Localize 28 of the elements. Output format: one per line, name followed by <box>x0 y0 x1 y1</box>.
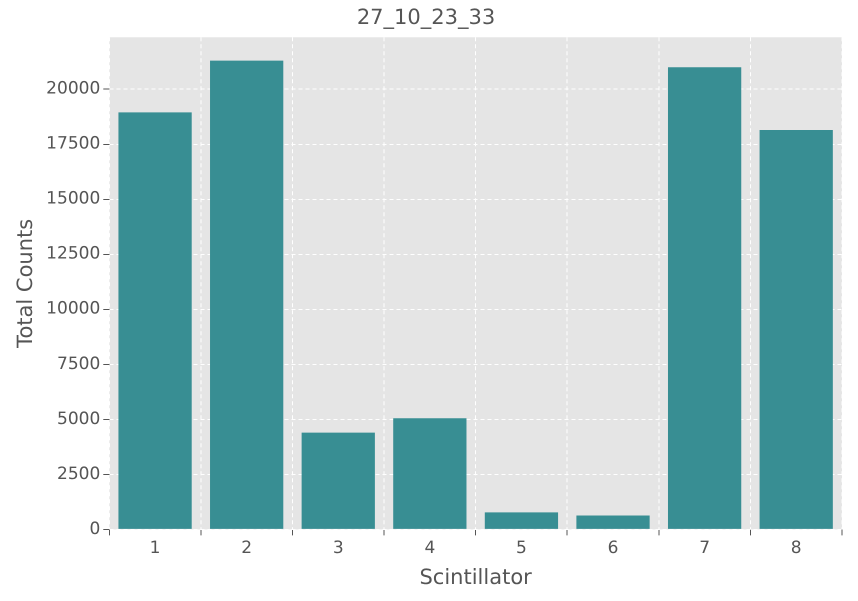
y-tick-label: 10000 <box>46 298 100 319</box>
y-tick-label: 15000 <box>46 188 100 209</box>
bar <box>118 112 192 529</box>
y-tick-label: 12500 <box>46 244 100 264</box>
x-tick-label: 7 <box>699 538 710 558</box>
y-tick-label: 0 <box>89 518 100 539</box>
y-tick-label: 7500 <box>57 354 100 374</box>
chart-title: 27_10_23_33 <box>356 5 496 30</box>
x-tick-label: 6 <box>608 538 618 558</box>
bar <box>668 67 742 529</box>
x-tick-label: 2 <box>241 538 252 558</box>
y-axis-title: Total Counts <box>13 218 38 349</box>
bar <box>210 60 284 529</box>
y-tick-label: 17500 <box>46 134 100 154</box>
bar <box>576 516 650 529</box>
bar <box>760 130 833 529</box>
x-tick-label: 8 <box>790 538 802 558</box>
x-axis-title: Scintillator <box>419 564 532 589</box>
y-tick-label: 20000 <box>46 78 100 99</box>
y-tick-label: 5000 <box>57 408 100 429</box>
x-tick-label: 3 <box>332 538 344 558</box>
bar <box>484 512 558 529</box>
bar <box>302 432 375 529</box>
x-tick-label: 4 <box>424 538 436 558</box>
x-tick-label: 5 <box>516 538 527 558</box>
x-tick-label: 1 <box>150 538 160 558</box>
bar <box>393 418 466 529</box>
y-tick-label: 2500 <box>57 464 100 484</box>
